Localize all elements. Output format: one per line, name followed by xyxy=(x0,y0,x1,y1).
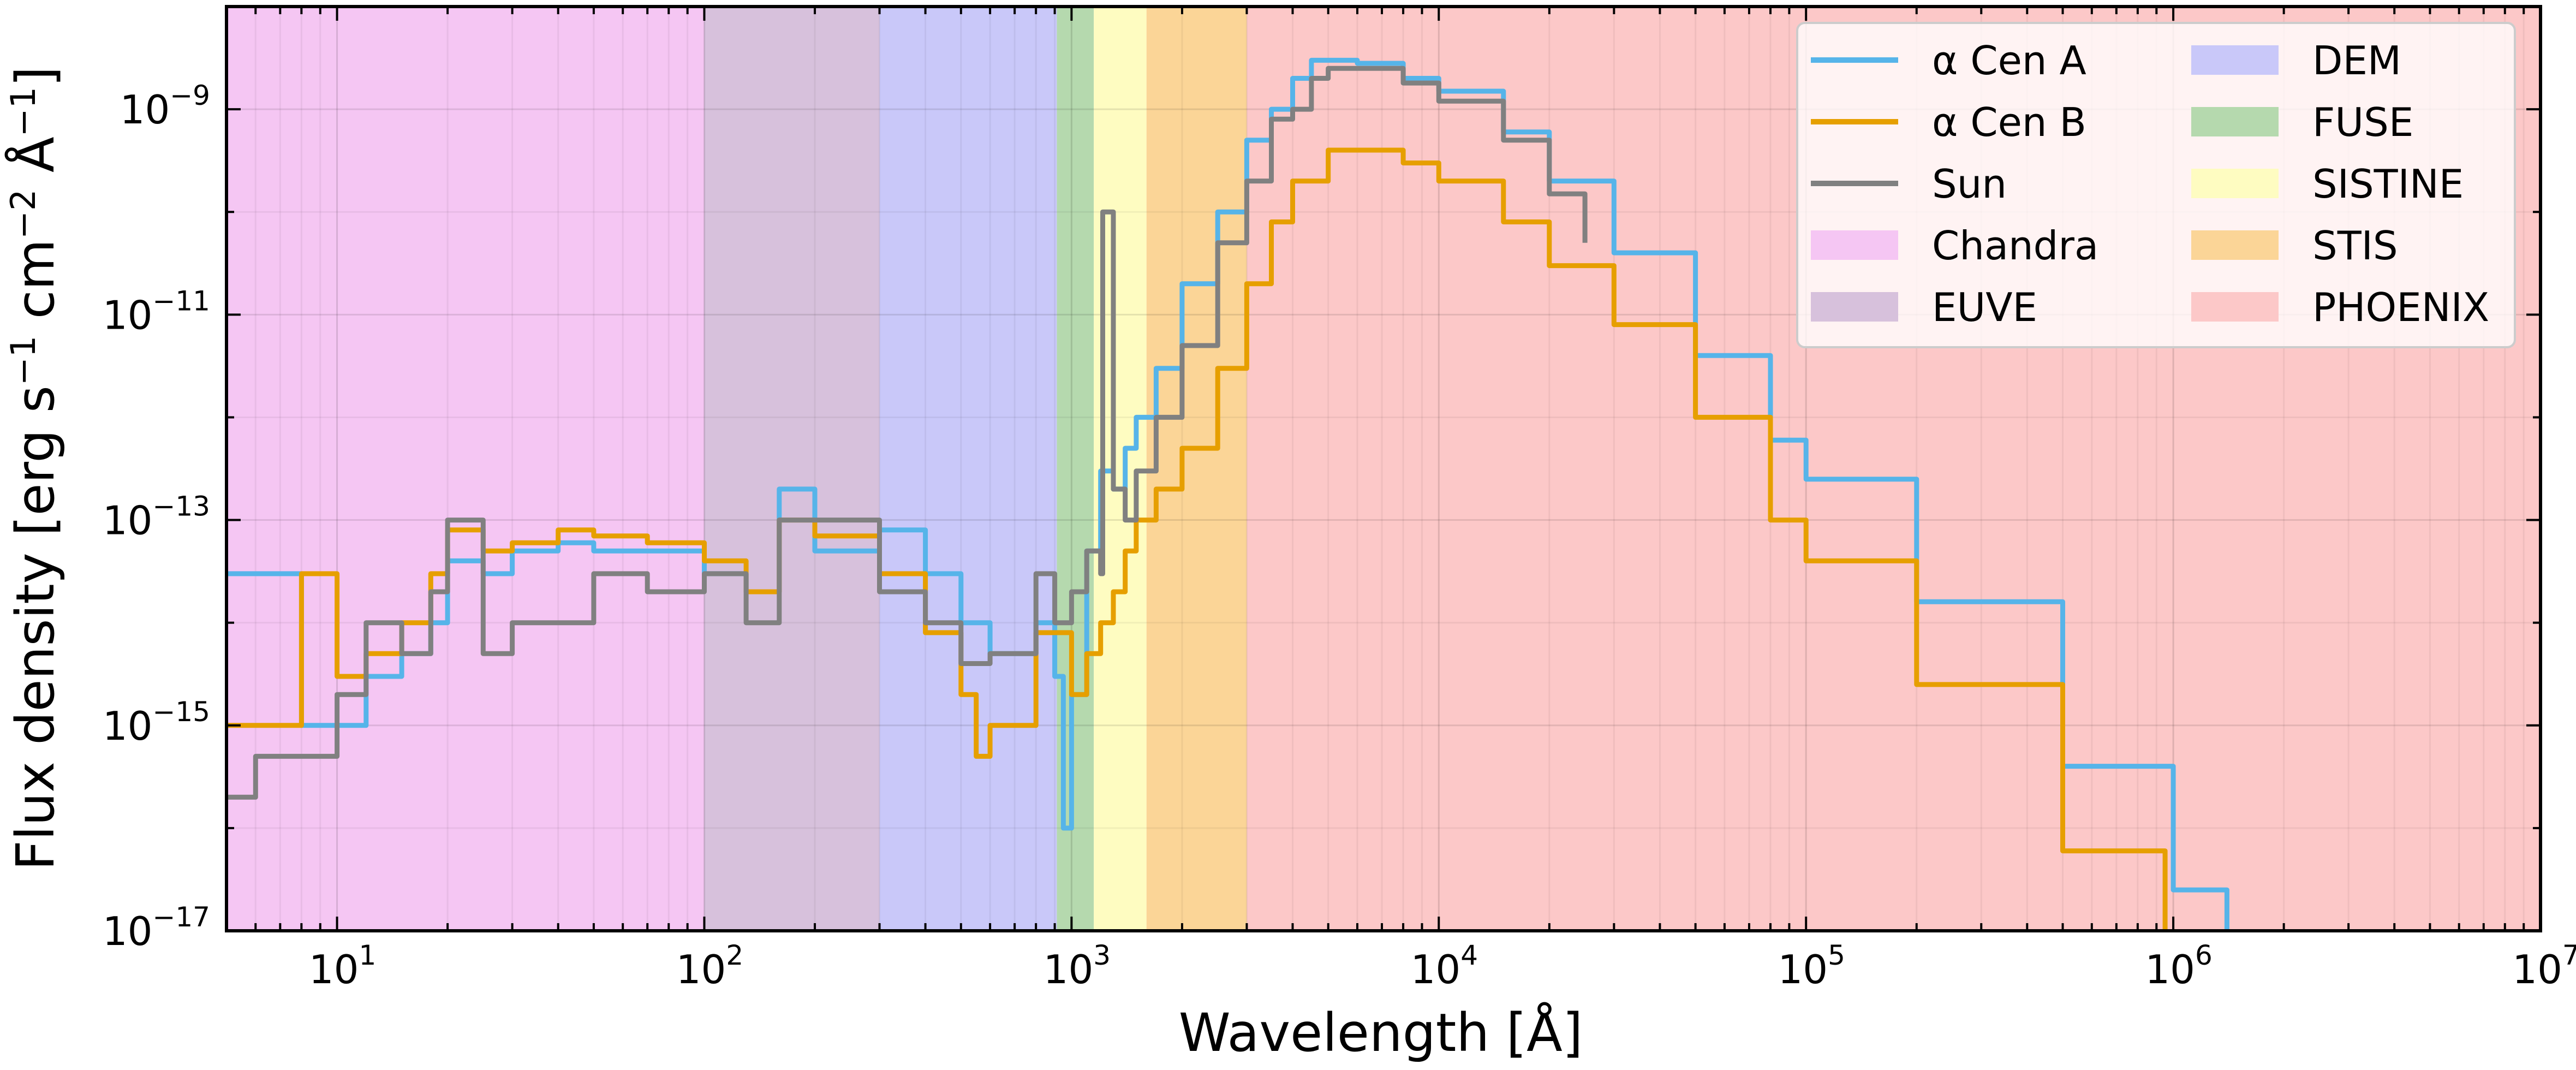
x-tick-label: 101 xyxy=(309,940,376,992)
legend-label-sistine: SISTINE xyxy=(2312,161,2464,207)
legend-label-euve: EUVE xyxy=(1932,284,2037,330)
grid-lines xyxy=(226,7,2541,931)
series-line-cen-b xyxy=(226,147,2168,931)
legend-swatch-sistine xyxy=(2191,169,2279,198)
y-axis-label: Flux density [erg s−1 cm−2 Å−1] xyxy=(3,67,66,871)
legend-swatch-stis xyxy=(2191,230,2279,260)
legend: α Cen A α Cen B Sun Chandra EUVE DEM FUSE SISTI… xyxy=(1796,22,2516,348)
y-tick-label: 10−15 xyxy=(103,696,210,749)
region-stis xyxy=(1146,7,1247,931)
region-chandra xyxy=(226,7,705,931)
plot-frame xyxy=(225,5,2542,932)
y-tick-label: 10−11 xyxy=(103,285,210,338)
legend-label-cen-a: α Cen A xyxy=(1932,38,2086,84)
region-euve xyxy=(704,7,880,931)
x-tick-label: 106 xyxy=(2145,940,2212,992)
x-tick-label: 104 xyxy=(1411,940,1478,992)
y-tick-label: 10−13 xyxy=(103,491,210,544)
legend-swatch-fuse xyxy=(2191,107,2279,136)
region-dem xyxy=(879,7,1057,931)
y-tick-label: 10−17 xyxy=(103,901,210,954)
legend-label-fuse: FUSE xyxy=(2312,99,2413,145)
legend-label-sun: Sun xyxy=(1932,161,2007,207)
y-tick-label: 10−9 xyxy=(120,80,210,133)
legend-label-dem: DEM xyxy=(2312,38,2401,84)
legend-swatch-phoenix xyxy=(2191,292,2279,322)
legend-swatch-chandra xyxy=(1811,230,1898,260)
axis-ticks: 101 102 103 104 105 106 107 10−9 10−11 10−13 10−15… xyxy=(103,5,2576,992)
legend-swatch-dem xyxy=(2191,45,2279,75)
legend-swatch-euve xyxy=(1811,292,1898,322)
x-tick-label: 103 xyxy=(1043,940,1111,992)
x-tick-label: 102 xyxy=(676,940,743,992)
legend-box xyxy=(1796,22,2516,348)
x-axis-title: Wavelength [Å] xyxy=(1179,1002,1583,1063)
x-tick-label: 107 xyxy=(2512,940,2576,992)
series-line-sun xyxy=(226,66,1588,800)
legend-label-phoenix: PHOENIX xyxy=(2312,284,2489,330)
x-axis-label: Wavelength [Å] xyxy=(1179,1002,1583,1063)
legend-label-chandra: Chandra xyxy=(1932,223,2098,269)
x-tick-label: 105 xyxy=(1778,940,1845,992)
legend-label-cen-b: α Cen B xyxy=(1932,99,2086,145)
spectra-series xyxy=(226,57,2229,931)
legend-label-stis: STIS xyxy=(2312,223,2398,269)
